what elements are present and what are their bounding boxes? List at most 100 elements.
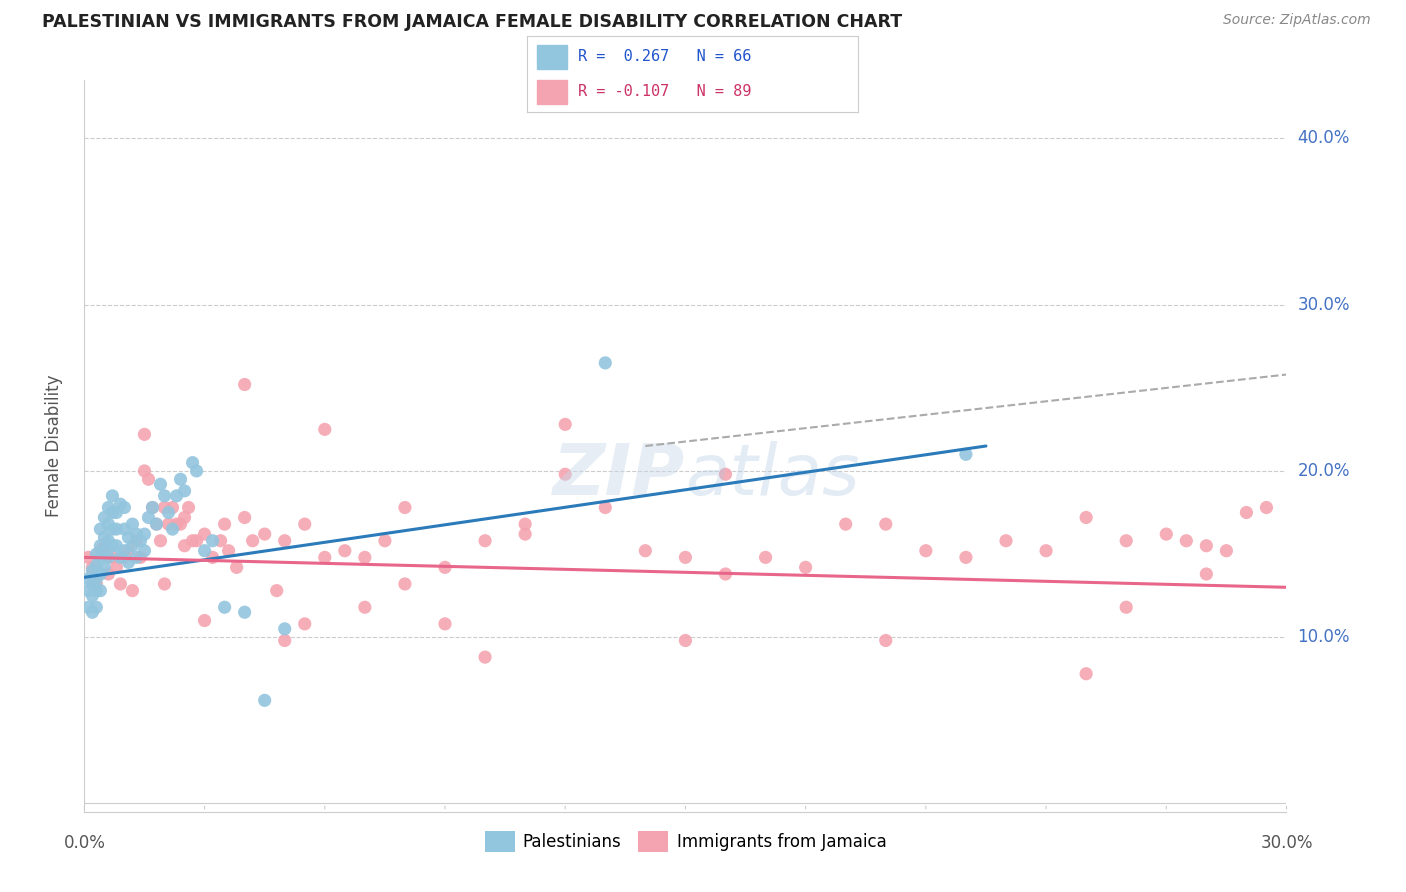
- Point: [97, 533, 120, 548]
- Point: [1076, 510, 1098, 524]
- Point: [105, 522, 128, 536]
- Point: [474, 650, 496, 665]
- Point: [1256, 500, 1278, 515]
- Point: [97, 550, 120, 565]
- Point: [253, 527, 276, 541]
- Point: [117, 555, 139, 569]
- Point: [1115, 533, 1137, 548]
- Point: [93, 539, 115, 553]
- Point: [634, 543, 657, 558]
- Point: [225, 560, 247, 574]
- Point: [145, 517, 167, 532]
- Point: [434, 616, 457, 631]
- Point: [955, 447, 977, 461]
- Point: [153, 489, 176, 503]
- Text: Female Disability: Female Disability: [45, 375, 63, 517]
- Point: [173, 483, 195, 498]
- Point: [1234, 506, 1257, 520]
- Point: [274, 633, 297, 648]
- Point: [201, 550, 224, 565]
- Point: [77, 550, 100, 565]
- Point: [89, 583, 111, 598]
- Point: [82, 589, 104, 603]
- Point: [82, 577, 104, 591]
- Point: [186, 464, 208, 478]
- Point: [89, 539, 111, 553]
- Point: [374, 533, 396, 548]
- Point: [117, 530, 139, 544]
- Point: [125, 550, 148, 565]
- Point: [434, 560, 457, 574]
- Point: [181, 456, 204, 470]
- Text: PALESTINIAN VS IMMIGRANTS FROM JAMAICA FEMALE DISABILITY CORRELATION CHART: PALESTINIAN VS IMMIGRANTS FROM JAMAICA F…: [42, 13, 903, 31]
- Point: [162, 522, 184, 536]
- Point: [675, 633, 697, 648]
- Point: [153, 577, 176, 591]
- Point: [875, 633, 897, 648]
- Point: [394, 577, 416, 591]
- Point: [209, 533, 232, 548]
- Point: [266, 583, 288, 598]
- Point: [134, 427, 156, 442]
- Point: [93, 510, 115, 524]
- Point: [794, 560, 817, 574]
- Point: [134, 464, 156, 478]
- Point: [93, 543, 115, 558]
- Point: [89, 550, 111, 565]
- Point: [875, 517, 897, 532]
- Point: [77, 583, 100, 598]
- Point: [1215, 543, 1237, 558]
- Point: [86, 577, 108, 591]
- Point: [77, 600, 100, 615]
- Point: [333, 543, 356, 558]
- Point: [515, 517, 537, 532]
- Bar: [537, 79, 567, 104]
- Point: [114, 522, 135, 536]
- Point: [77, 572, 100, 586]
- Text: 40.0%: 40.0%: [1298, 129, 1350, 147]
- Point: [114, 543, 135, 558]
- Point: [97, 500, 120, 515]
- Point: [714, 467, 737, 482]
- Bar: [537, 45, 567, 69]
- Text: 30.0%: 30.0%: [1260, 834, 1313, 852]
- Point: [149, 477, 172, 491]
- Point: [181, 533, 204, 548]
- Point: [89, 567, 111, 582]
- Point: [169, 517, 191, 532]
- Point: [595, 356, 617, 370]
- Text: R =  0.267   N = 66: R = 0.267 N = 66: [578, 49, 752, 64]
- Point: [1195, 567, 1218, 582]
- Text: R = -0.107   N = 89: R = -0.107 N = 89: [578, 84, 752, 99]
- Point: [233, 510, 256, 524]
- Point: [294, 616, 316, 631]
- Point: [110, 550, 132, 565]
- Text: 10.0%: 10.0%: [1298, 628, 1350, 646]
- Point: [129, 533, 152, 548]
- Point: [995, 533, 1018, 548]
- Point: [153, 500, 176, 515]
- Point: [169, 472, 191, 486]
- Point: [145, 517, 167, 532]
- Point: [89, 543, 111, 558]
- Point: [835, 517, 858, 532]
- Point: [138, 472, 160, 486]
- Point: [1076, 666, 1098, 681]
- Point: [675, 550, 697, 565]
- Point: [394, 500, 416, 515]
- Point: [354, 600, 377, 615]
- Point: [121, 539, 143, 553]
- Point: [105, 506, 128, 520]
- Point: [134, 543, 156, 558]
- Point: [1115, 600, 1137, 615]
- Point: [157, 506, 180, 520]
- Point: [714, 567, 737, 582]
- Point: [354, 550, 377, 565]
- Point: [105, 539, 128, 553]
- Point: [121, 583, 143, 598]
- Point: [166, 517, 188, 532]
- Point: [141, 500, 163, 515]
- Point: [157, 517, 180, 532]
- Point: [89, 522, 111, 536]
- Point: [274, 622, 297, 636]
